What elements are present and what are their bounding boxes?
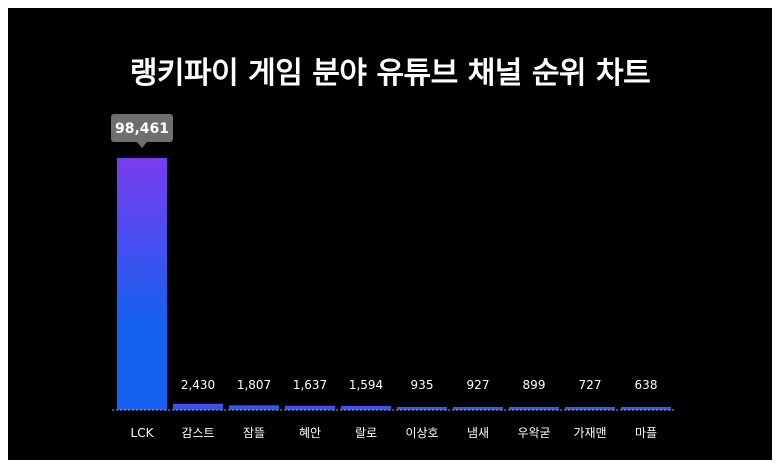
value-label: 2,430 bbox=[181, 378, 215, 392]
bar-6 bbox=[397, 407, 447, 410]
tooltip-pointer bbox=[137, 142, 147, 148]
value-label: 727 bbox=[579, 378, 602, 392]
chart-title: 랭키파이 게임 분야 유튜브 채널 순위 차트 bbox=[129, 56, 651, 91]
category-label: 마플 bbox=[635, 426, 657, 440]
value-label: 1,637 bbox=[293, 378, 327, 392]
category-label: 냄새 bbox=[467, 426, 489, 440]
category-label: 랄로 bbox=[355, 426, 377, 440]
value-label: 927 bbox=[467, 378, 490, 392]
category-label: 잠뜰 bbox=[243, 426, 265, 440]
bar-1 bbox=[117, 158, 167, 410]
value-label: 1,594 bbox=[349, 378, 383, 392]
value-label: 98,461 bbox=[115, 121, 169, 137]
bar-3 bbox=[229, 405, 279, 410]
category-label: 이상호 bbox=[405, 426, 438, 440]
bar-10 bbox=[621, 407, 671, 410]
category-label: 혜안 bbox=[299, 426, 321, 440]
value-tooltip bbox=[111, 114, 173, 142]
category-label: 감스트 bbox=[181, 426, 214, 440]
value-label: 638 bbox=[635, 378, 658, 392]
category-label: LCK bbox=[131, 426, 155, 440]
value-label: 899 bbox=[523, 378, 546, 392]
bar-5 bbox=[341, 405, 391, 410]
value-label: 1,807 bbox=[237, 378, 271, 392]
bar-8 bbox=[509, 407, 559, 410]
category-label: 우왁굳 bbox=[517, 426, 550, 440]
bar-4 bbox=[285, 405, 335, 410]
bar-9 bbox=[565, 407, 615, 410]
bar-2 bbox=[173, 403, 223, 410]
category-label: 가재맨 bbox=[573, 426, 606, 440]
bar-7 bbox=[453, 407, 503, 410]
value-label: 935 bbox=[411, 378, 434, 392]
